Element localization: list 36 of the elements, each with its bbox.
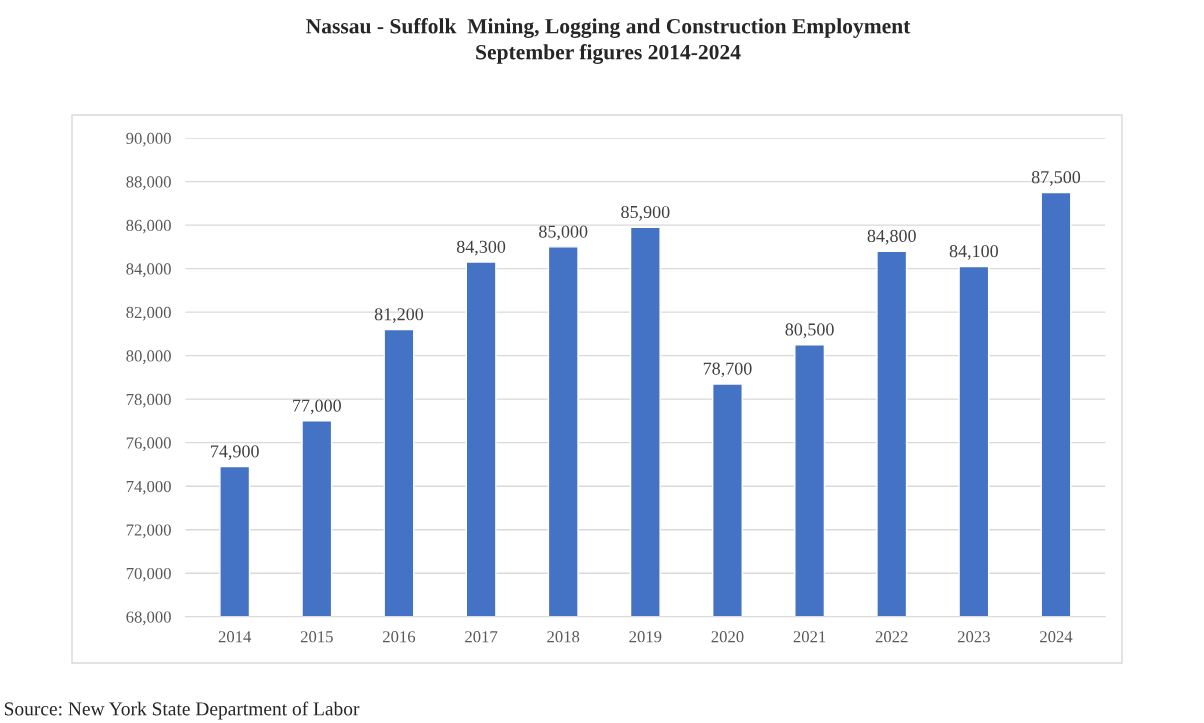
y-tick-label: 70,000 [126, 567, 171, 582]
chart-title: Nassau - Suffolk Mining, Logging and Construction Employment September figures 2014-2024 [306, 18, 911, 64]
y-tick-label: 72,000 [126, 524, 171, 539]
data-label: 78,700 [703, 362, 752, 378]
data-label: 77,000 [293, 399, 341, 415]
data-label: 85,900 [621, 205, 670, 221]
source-note: Source: New York State Department of Labor [4, 701, 360, 720]
x-tick-label: 2014 [218, 631, 252, 643]
y-tick-label: 88,000 [126, 176, 171, 190]
x-tick-label: 2015 [300, 631, 333, 643]
data-label: 80,500 [785, 323, 834, 339]
x-tick-label: 2017 [465, 631, 498, 643]
y-tick-label: 74,000 [126, 480, 171, 495]
x-tick-label: 2023 [957, 631, 990, 643]
x-tick-label: 2024 [1040, 631, 1073, 643]
y-tick-label: 78,000 [126, 393, 171, 408]
data-label: 84,300 [456, 240, 506, 256]
x-tick-label: 2018 [547, 631, 580, 643]
x-tick-label: 2020 [711, 631, 744, 643]
y-tick-label: 82,000 [126, 306, 171, 321]
data-label: 84,800 [867, 229, 916, 245]
data-label: 74,900 [211, 445, 259, 460]
x-tick-label: 2019 [629, 631, 662, 643]
x-tick-label: 2016 [383, 631, 416, 643]
data-label: 84,100 [949, 245, 998, 260]
data-label: 85,000 [539, 225, 588, 241]
data-label: 81,200 [374, 308, 424, 323]
data-label: 87,500 [1031, 171, 1081, 186]
x-tick-label: 2021 [793, 631, 826, 643]
y-tick-label: 76,000 [126, 437, 171, 452]
y-tick-label: 68,000 [126, 611, 171, 626]
y-tick-label: 86,000 [126, 219, 171, 234]
x-tick-label: 2022 [875, 631, 908, 643]
y-tick-label: 90,000 [126, 132, 171, 147]
y-tick-label: 84,000 [126, 263, 171, 277]
y-tick-label: 80,000 [126, 350, 171, 364]
